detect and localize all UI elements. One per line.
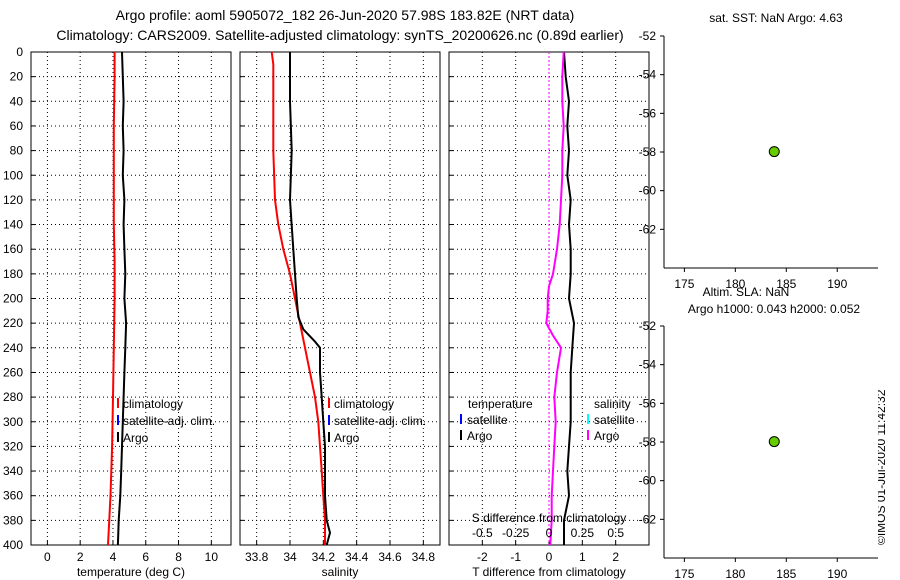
y-tick-label: 180 [3,267,23,281]
y-tick-label: 240 [3,341,23,355]
legend-label-salinity: satellite [594,413,635,427]
map-x-tick-label: 175 [674,567,694,580]
legend-label: Argo [334,431,360,445]
map-y-tick-label: -56 [639,106,657,120]
map-y-tick-label: -54 [639,68,657,82]
x-tick-label: 8 [175,550,182,564]
map-y-tick-label: -54 [639,358,657,372]
map-y-tick-label: -60 [639,184,657,198]
map-y-tick-label: -60 [639,474,657,488]
salinity-profile-panel: 33.8 34 34.2 34.4 34.6 34.8 salinity climatolog… [239,51,441,579]
y-tick-label: 60 [10,119,24,133]
legend-label: satellite-adj. clim. [123,414,215,428]
map-x-tick-label: 180 [725,567,745,580]
x-tick-label: 1 [579,550,586,564]
legend-title-salinity: salinity [594,397,631,411]
y-tick-label: 360 [3,489,23,503]
sla-map-subtitle: Argo h1000: 0.043 h2000: 0.052 [688,302,860,316]
x-tick-label: 2 [612,550,619,564]
legend-label: climatology [334,397,394,411]
y-tick-label: 220 [3,316,23,330]
argo-float-location-marker [768,146,780,158]
sla-map-panel: -52 -54 -56 -58 -60 -62 175 180 185 190 Altim. SLA… [639,285,878,580]
y-tick-label: 280 [3,390,23,404]
x-top-tick-label: -0.25 [502,526,530,540]
x-top-tick-label: 0.25 [571,526,595,540]
x-axis-label: temperature (deg C) [77,565,185,579]
map-x-tick-label: 190 [827,277,847,291]
series-line-s-argo [545,51,565,546]
difference-profile-panel: -2 -1 0 1 2T difference from climatology -0.5… [448,51,650,579]
y-tick-label: 20 [10,70,24,84]
legend-label-temperature: Argo [467,429,493,443]
series-line-argo [116,51,128,546]
figure-title-line2: Climatology: CARS2009. Satellite-adjuste… [56,27,623,43]
map-y-tick-label: -56 [639,396,657,410]
series-line-argo [289,52,331,546]
map-y-tick-label: -52 [639,319,657,333]
x-tick-label: 10 [205,550,219,564]
y-tick-label: 400 [3,538,23,552]
y-tick-label: 300 [3,415,23,429]
x-tick-label: 34.6 [378,550,402,564]
x-axis-label: salinity [322,565,359,579]
x-tick-label: 2 [77,550,84,564]
x-tick-label: -2 [477,550,488,564]
x-top-axis-label: S difference from climatology [472,511,627,525]
y-tick-label: 0 [16,45,23,59]
x-tick-label: 4 [110,550,117,564]
y-tick-label: 340 [3,464,23,478]
legend-label: Argo [123,431,149,445]
sla-map-title: Altim. SLA: NaN [703,285,790,299]
y-tick-label: 80 [10,144,24,158]
map-y-tick-label: -58 [639,435,657,449]
legend-title-temperature: temperature [468,397,533,411]
y-tick-label: 100 [3,168,23,182]
map-x-tick-label: 180 [725,277,745,291]
x-tick-label: 34 [283,550,297,564]
y-tick-label: 200 [3,292,23,306]
map-x-tick-label: 175 [674,277,694,291]
sst-map-panel: -52 -54 -56 -58 -60 -62 175 180 185 190 sat. SST: … [639,11,878,291]
x-tick-label: 6 [142,550,149,564]
x-tick-label: -1 [510,550,521,564]
legend-label: climatology [123,397,183,411]
y-tick-label: 260 [3,365,23,379]
legend-label: satellite-adj. clim. [334,414,426,428]
temperature-profile-panel: 0204060801001201401601802002202402602803… [3,45,232,579]
x-axis-label: T difference from climatology [472,565,626,579]
series-line-climatology [107,52,116,546]
x-tick-label: 34.4 [345,550,369,564]
map-y-tick-label: -58 [639,145,657,159]
legend-label-temperature: satellite [467,413,508,427]
y-tick-label: 320 [3,439,23,453]
argo-float-location-marker [768,436,780,448]
x-top-tick-label: -0.5 [472,526,493,540]
y-tick-label: 40 [10,94,24,108]
legend-label-salinity: Argo [594,429,620,443]
sst-map-title: sat. SST: NaN Argo: 4.63 [709,11,843,25]
map-x-tick-label: 185 [776,277,796,291]
y-tick-label: 140 [3,218,23,232]
map-y-tick-label: -62 [639,512,657,526]
figure-title-line1: Argo profile: aoml 5905072_182 26-Jun-20… [116,7,575,23]
map-x-tick-label: 190 [827,567,847,580]
x-tick-label: 33.8 [245,550,269,564]
series-line-t-argo [563,51,575,545]
map-x-tick-label: 185 [776,567,796,580]
y-tick-label: 160 [3,242,23,256]
map-y-tick-label: -52 [639,29,657,43]
y-tick-label: 120 [3,193,23,207]
x-tick-label: 0 [44,550,51,564]
x-tick-label: 34.2 [312,550,336,564]
x-top-tick-label: 0 [546,526,553,540]
x-tick-label: 0 [546,550,553,564]
y-tick-label: 380 [3,513,23,527]
x-top-tick-label: 0.5 [607,526,624,540]
x-tick-label: 34.8 [412,550,436,564]
map-y-tick-label: -62 [639,222,657,236]
